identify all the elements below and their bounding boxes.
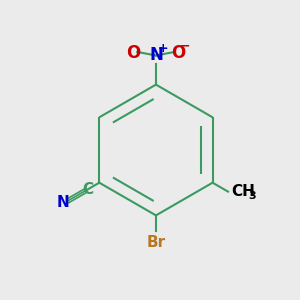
- Text: CH: CH: [231, 184, 255, 199]
- Text: N: N: [149, 46, 163, 64]
- Text: 3: 3: [248, 191, 256, 201]
- Text: C: C: [82, 182, 94, 196]
- Text: O: O: [171, 44, 185, 62]
- Text: +: +: [157, 42, 168, 56]
- Text: N: N: [57, 195, 69, 210]
- Text: −: −: [179, 40, 190, 52]
- Text: O: O: [127, 44, 141, 62]
- Text: Br: Br: [146, 235, 166, 250]
